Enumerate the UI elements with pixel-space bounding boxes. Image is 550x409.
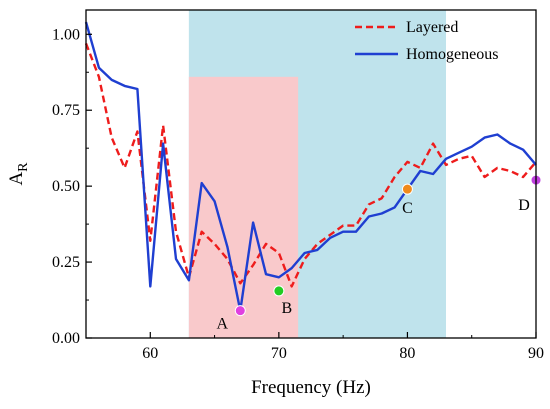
point-label-c: C (402, 200, 413, 217)
y-tick-label: 0.25 (52, 254, 80, 271)
y-tick-label: 1.00 (52, 26, 80, 43)
y-axis-label-main: A (6, 172, 27, 186)
y-tick-label: 0.50 (52, 178, 80, 195)
legend-label-layered: Layered (406, 19, 458, 36)
series-line-homogeneous (84, 21, 537, 312)
legend: Layered Homogeneous (355, 19, 498, 63)
x-tick-label: 80 (399, 345, 415, 362)
series-line-layered (84, 42, 537, 288)
x-tick-label: 60 (142, 345, 158, 362)
legend-label-homogeneous: Homogeneous (406, 46, 498, 63)
point-label-d: D (518, 197, 530, 214)
x-tick-label: 90 (528, 345, 544, 362)
shaded-region-1 (188, 76, 299, 338)
point-marker-c (401, 183, 413, 195)
y-axis-label: AR (6, 162, 31, 186)
y-tick-label: 0.75 (52, 102, 80, 119)
x-tick-label: 70 (271, 345, 287, 362)
point-label-b: B (282, 300, 293, 317)
point-label-a: A (217, 316, 229, 333)
y-tick-label: 0.00 (52, 330, 80, 347)
point-marker-b (273, 285, 285, 297)
plot-frame (85, 9, 537, 339)
point-marker-a (234, 305, 246, 317)
y-axis-ticks: 0.00 0.25 0.50 0.75 1.00 (52, 26, 92, 347)
x-axis-label: Frequency (Hz) (251, 377, 371, 398)
labeled-points: A B C D (217, 174, 542, 333)
x-axis-ticks: 60 70 80 90 (85, 332, 544, 362)
shaded-regions (188, 10, 446, 338)
series-lines (84, 21, 537, 312)
y-axis-label-sub: R (16, 162, 31, 172)
